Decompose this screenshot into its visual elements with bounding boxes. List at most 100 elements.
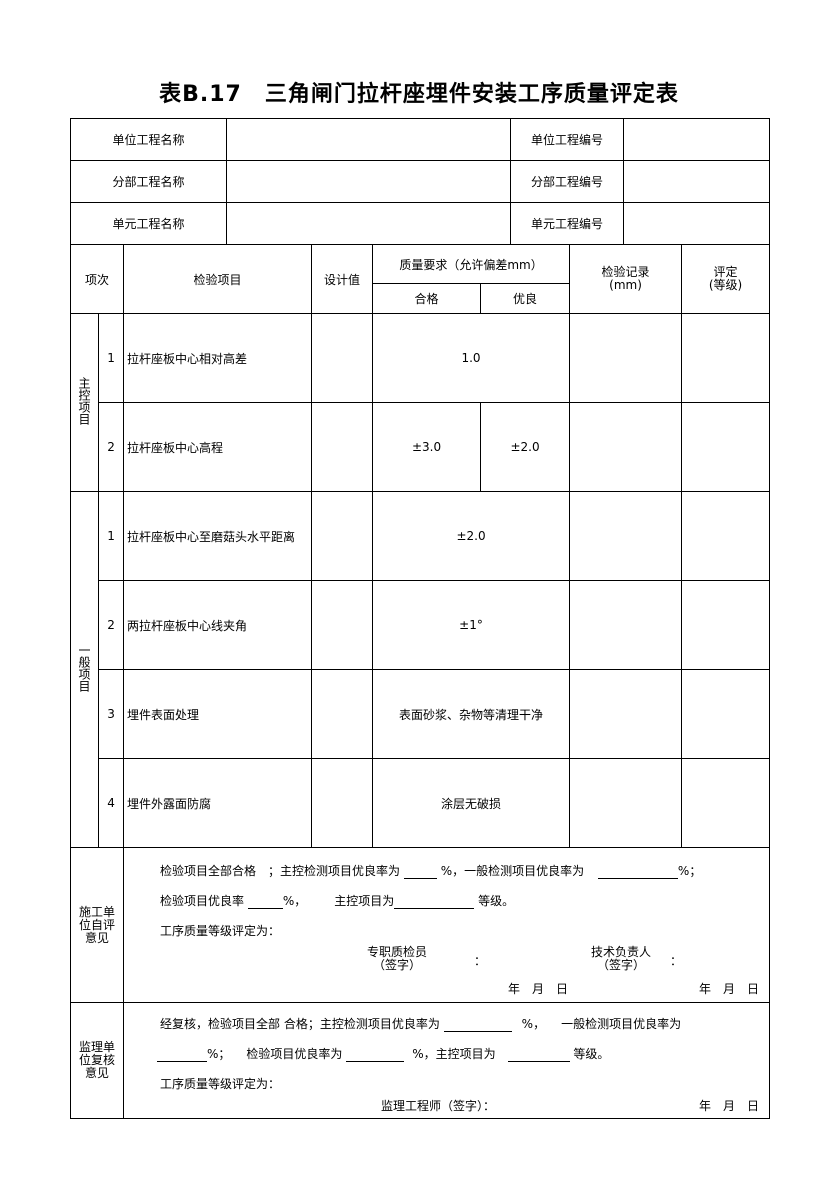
design-value-cell[interactable]	[311, 669, 374, 759]
row-requirement: 涂层无破损	[372, 758, 571, 848]
s-text: 工序质量等级评定为：	[160, 1077, 281, 1091]
sign-label: （签字）	[373, 958, 422, 972]
row-requirement: 1.0	[372, 313, 571, 403]
header-grade-unit: (等级)	[708, 278, 743, 292]
record-cell[interactable]	[569, 313, 683, 403]
header-index: 项次	[69, 244, 125, 314]
element-name-field[interactable]	[226, 202, 511, 245]
contractor-label-text: 施工单位自评意见	[78, 904, 115, 945]
row-item: 两拉杆座板中心线夹角	[123, 580, 313, 670]
record-cell[interactable]	[569, 402, 683, 492]
row-no: 2	[97, 580, 125, 670]
general-group-text: 一般项目	[77, 644, 91, 692]
page-title: 表B.17 三角闸门拉杆座埋件安装工序质量评定表	[159, 82, 679, 107]
header-pass: 合格	[372, 283, 482, 314]
s-text: 经复核，检验项目全部 合格；主控检测项目优良率为	[160, 1017, 440, 1031]
division-code-field[interactable]	[623, 160, 770, 203]
header-grade: 评定 (等级)	[681, 244, 771, 314]
row-item: 埋件外露面防腐	[123, 758, 313, 848]
row-item: 埋件表面处理	[123, 669, 313, 759]
c-text: %，	[282, 894, 307, 908]
design-value-cell[interactable]	[311, 758, 374, 848]
element-name-label: 单元工程名称	[70, 202, 227, 245]
row-no: 4	[97, 758, 125, 848]
c-text: %，一般检测项目优良率为	[440, 864, 585, 878]
header-grade-label: 评定	[713, 265, 738, 279]
grade-cell[interactable]	[681, 491, 771, 581]
s-text: 检验项目优良率为	[246, 1047, 343, 1061]
header-record: 检验记录 (mm)	[569, 244, 683, 314]
row-requirement: ±2.0	[372, 491, 571, 581]
contractor-opinion[interactable]: 检验项目全部合格 ；主控检测项目优良率为 %，一般检测项目优良率为 %； 检验项…	[123, 847, 771, 1003]
row-item: 拉杆座板中心至磨菇头水平距离	[123, 491, 313, 581]
date-label: 年 月 日	[699, 1099, 760, 1113]
header-record-unit: (mm)	[609, 278, 642, 292]
date-label: 年 月 日	[508, 982, 569, 996]
s-text: %，主控项目为	[412, 1047, 496, 1061]
row-requirement: 表面砂浆、杂物等清理干净	[372, 669, 571, 759]
design-value-cell[interactable]	[311, 491, 374, 581]
s-text: %，	[521, 1017, 546, 1031]
tech-lead-label: 技术负责人	[591, 945, 652, 959]
date-label: 年 月 日	[699, 982, 760, 996]
record-cell[interactable]	[569, 758, 683, 848]
supervisor-label-text: 监理单位复核意见	[78, 1040, 115, 1080]
row-requirement: ±1°	[372, 580, 571, 670]
c-text: %；	[677, 864, 702, 878]
engineer-label: 监理工程师（签字）：	[381, 1099, 496, 1113]
design-value-cell[interactable]	[311, 580, 374, 670]
row-no: 1	[97, 491, 125, 581]
supervisor-label: 监理单位复核意见	[69, 1002, 125, 1119]
header-item: 检验项目	[123, 244, 313, 314]
design-value-cell[interactable]	[311, 313, 374, 403]
s-text: 等级。	[573, 1047, 610, 1061]
row-no: 3	[97, 669, 125, 759]
row-no: 1	[97, 313, 125, 403]
grade-cell[interactable]	[681, 313, 771, 403]
inspector-label: 专职质检员	[367, 945, 428, 959]
grade-cell[interactable]	[681, 758, 771, 848]
c-text: 主控项目为	[334, 894, 395, 908]
unit-project-name-label: 单位工程名称	[70, 118, 227, 161]
header-quality: 质量要求（允许偏差mm）	[372, 244, 571, 284]
grade-cell[interactable]	[681, 669, 771, 759]
header-record-label: 检验记录	[601, 265, 650, 279]
record-cell[interactable]	[569, 580, 683, 670]
element-code-label: 单元工程编号	[510, 202, 624, 245]
row-no: 2	[97, 402, 125, 492]
record-cell[interactable]	[569, 669, 683, 759]
unit-project-code-label: 单位工程编号	[510, 118, 624, 161]
element-code-field[interactable]	[623, 202, 770, 245]
record-cell[interactable]	[569, 491, 683, 581]
c-text: 等级。	[478, 894, 515, 908]
division-code-label: 分部工程编号	[510, 160, 624, 203]
row-good: ±2.0	[480, 402, 571, 492]
unit-project-code-field[interactable]	[623, 118, 770, 161]
c-text: 检验项目全部合格 ；主控检测项目优良率为	[160, 864, 401, 878]
unit-project-name-field[interactable]	[226, 118, 511, 161]
division-name-label: 分部工程名称	[70, 160, 227, 203]
division-name-field[interactable]	[226, 160, 511, 203]
header-good: 优良	[480, 283, 571, 314]
main-group-text: 主控项目	[77, 377, 91, 425]
sign-label: （签字）	[597, 958, 646, 972]
grade-cell[interactable]	[681, 580, 771, 670]
c-text: 检验项目优良率	[160, 894, 245, 908]
c-text: 工序质量等级评定为：	[160, 924, 281, 938]
header-design: 设计值	[311, 244, 374, 314]
inspection-table: 项次 检验项目 设计值 质量要求（允许偏差mm） 检验记录 (mm) 评定 (等级)…	[69, 244, 771, 1119]
row-pass: ±3.0	[372, 402, 482, 492]
contractor-label: 施工单位自评意见	[69, 847, 125, 1003]
s-text: 一般检测项目优良率为	[561, 1017, 682, 1031]
c-text: ：	[474, 954, 487, 968]
general-group-label: 一般项目	[70, 491, 99, 848]
row-item: 拉杆座板中心相对高差	[123, 313, 313, 403]
row-item: 拉杆座板中心高程	[123, 402, 313, 492]
supervisor-opinion[interactable]: 经复核，检验项目全部 合格；主控检测项目优良率为 %， 一般检测项目优良率为 %；…	[123, 1002, 771, 1119]
s-text: %；	[207, 1047, 231, 1061]
main-group-label: 主控项目	[70, 313, 99, 492]
c-text: ：	[670, 954, 683, 968]
project-info-table: 单位工程名称 单位工程编号 分部工程名称 分部工程编号 单元工程名称 单元工程编号	[70, 118, 770, 245]
design-value-cell[interactable]	[311, 402, 374, 492]
grade-cell[interactable]	[681, 402, 771, 492]
